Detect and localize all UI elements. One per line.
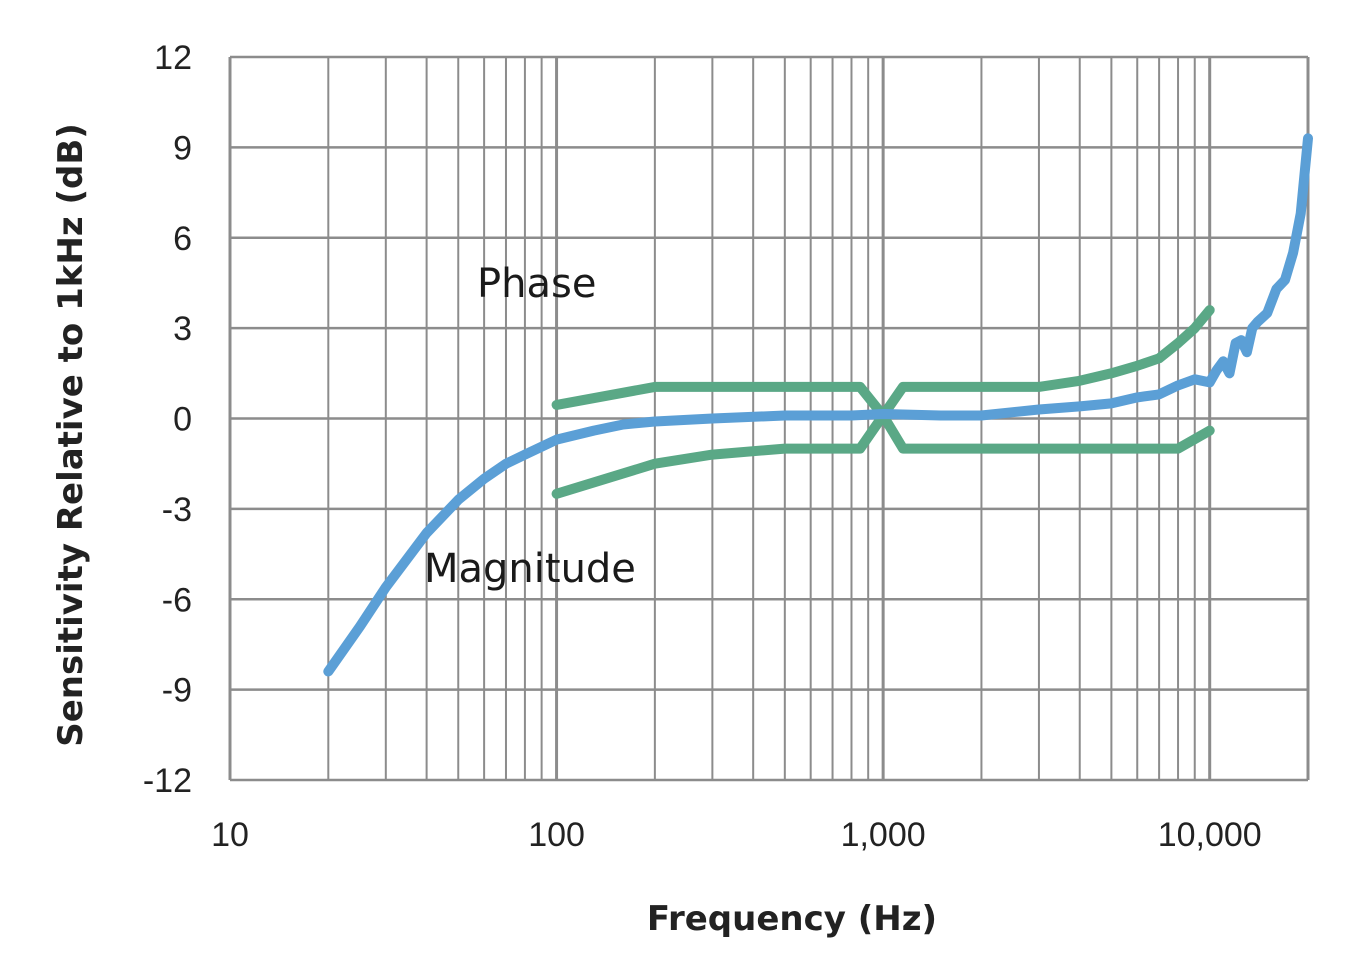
x-tick-label: 1,000 [841, 816, 926, 854]
x-axis-title: Frequency (Hz) [647, 899, 937, 939]
y-tick-label: -12 [143, 762, 192, 800]
y-tick-label: 6 [173, 220, 192, 258]
series-line-phase-lower-limit [551, 410, 1215, 499]
series-line-magnitude [323, 133, 1313, 677]
y-tick-label: 0 [173, 401, 192, 439]
y-tick-label: -3 [162, 491, 192, 529]
y-tick-label: -6 [162, 581, 192, 619]
y-tick-label: 12 [154, 39, 192, 77]
magnitude-label: Magnitude [424, 546, 636, 592]
x-tick-label: 10 [211, 816, 249, 854]
series-line-phase-upper-limit [551, 305, 1215, 421]
y-axis-ticks: 12 9 6 3 0 -3 -6 -9 -12 [143, 39, 192, 800]
y-tick-label: 3 [173, 310, 192, 348]
x-axis-ticks: 10 100 1,000 10,000 [211, 816, 1262, 854]
x-tick-label: 10,000 [1158, 816, 1262, 854]
y-axis-title: Sensitivity Relative to 1kHz (dB) [51, 123, 91, 747]
series-layer [323, 133, 1313, 677]
x-tick-label: 100 [528, 816, 585, 854]
y-tick-label: -9 [162, 672, 192, 710]
phase-label: Phase [477, 261, 596, 307]
y-tick-label: 9 [173, 129, 192, 167]
